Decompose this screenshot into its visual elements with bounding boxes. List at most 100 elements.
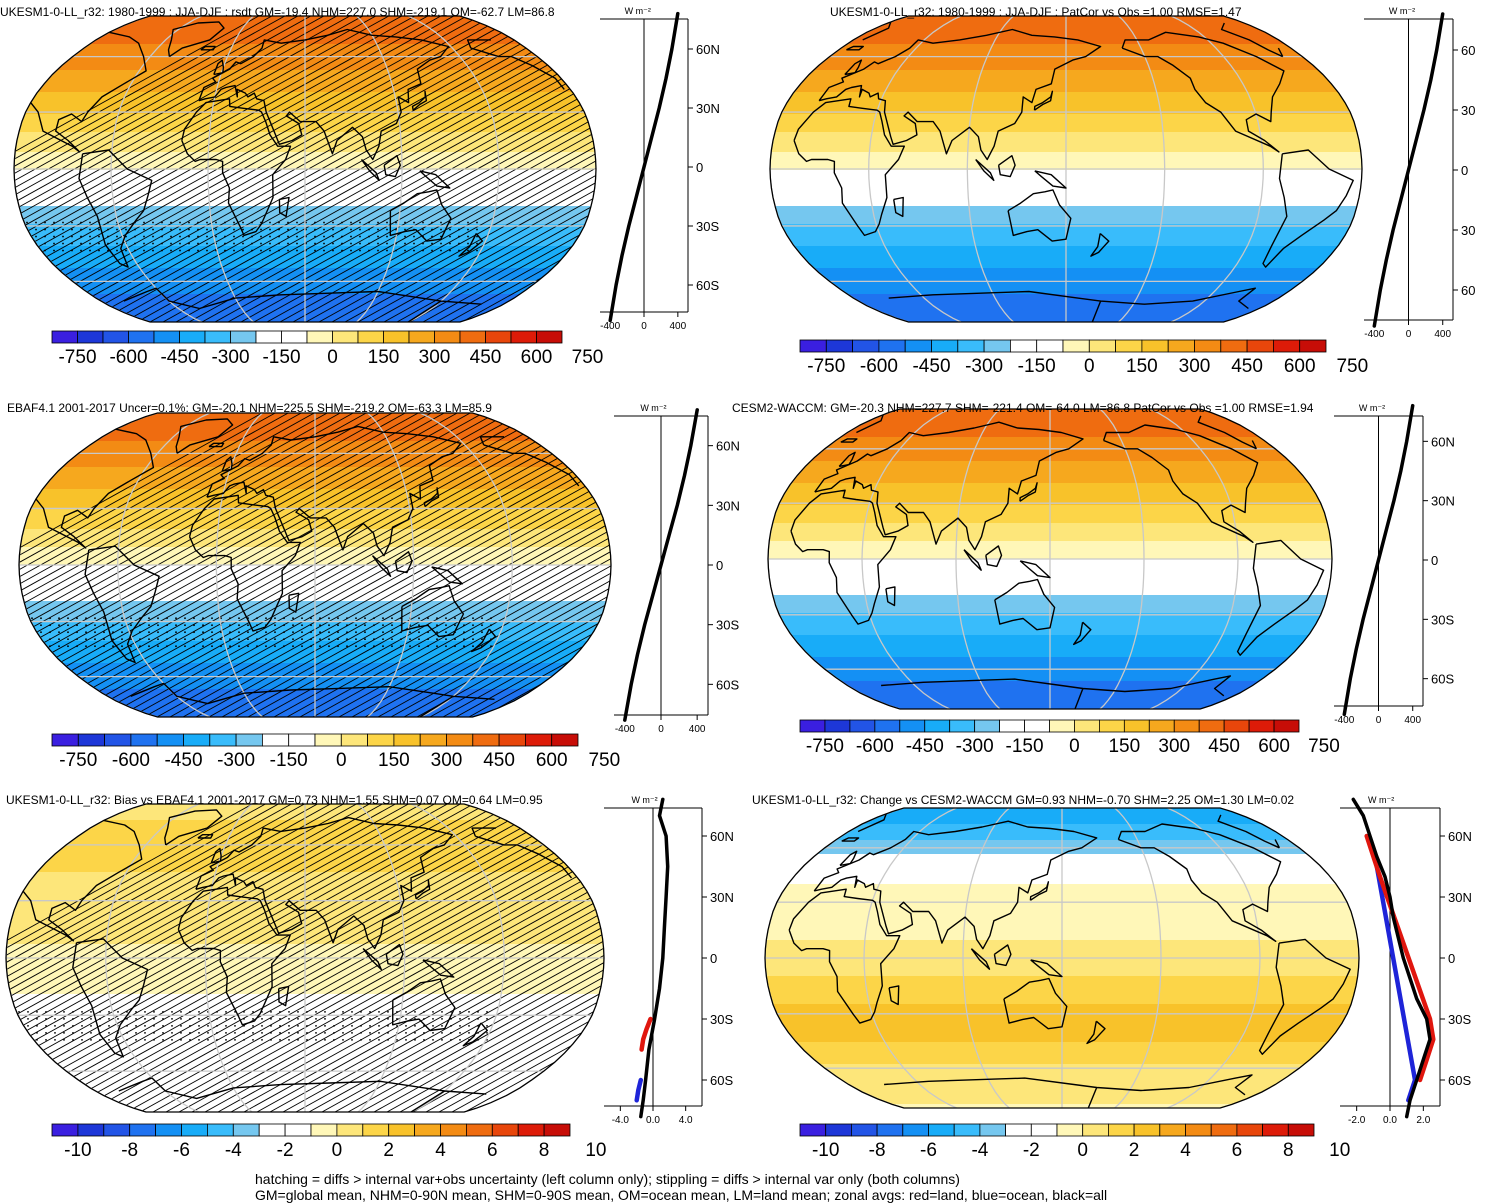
stipple-dot [67, 645, 69, 648]
map-outline [767, 408, 1333, 710]
stipple-dot [440, 221, 442, 224]
stipple-dot [90, 1011, 92, 1013]
colorbar-tick-label: 600 [536, 750, 568, 771]
stipple-dot [324, 1025, 326, 1027]
stipple-dot [26, 242, 28, 245]
stipple-dot [45, 1032, 47, 1034]
coastline-greenland [167, 21, 225, 58]
stipple-dot [301, 631, 303, 634]
stipple-dot [404, 235, 406, 238]
stipple-dot [225, 1039, 227, 1041]
stipple-dot [436, 638, 438, 641]
coastline-borneo [993, 944, 1012, 967]
stipple-dot [265, 638, 267, 641]
stipple-dot [323, 221, 325, 224]
profile-line-all [608, 11, 680, 323]
stipple-dot [252, 1032, 254, 1034]
stipple-dot [148, 624, 150, 627]
stipple-dot [413, 235, 415, 238]
stipple-dot [467, 249, 469, 252]
profile-lat-label: 30N [1448, 890, 1472, 905]
profile-lat-label: 30S [710, 1012, 733, 1027]
profile-line-ocean [634, 1077, 644, 1103]
stipple-dot [350, 221, 352, 224]
stipple-dot [67, 631, 69, 634]
stipple-dot [409, 638, 411, 641]
stipple-dot [98, 249, 100, 252]
colorbar-tick-label: -150 [262, 347, 300, 368]
stipple-dot [67, 624, 69, 627]
profile-lat-label: 30N [710, 890, 734, 905]
colorbar-swatch [899, 719, 926, 733]
stipple-dot [323, 249, 325, 252]
stipple-dot [58, 638, 60, 641]
profile-lat-label: 30S [1448, 1012, 1471, 1027]
hatch-line [338, 413, 611, 717]
stipple-dot [301, 645, 303, 648]
coastline-new-zealand [458, 233, 484, 257]
stipple-dot [261, 1025, 263, 1027]
colorbar-swatch [1246, 339, 1274, 353]
stipple-dot [144, 1025, 146, 1027]
stipple-dot [117, 1011, 119, 1013]
coastline-greenland [164, 809, 223, 846]
stipple-dot [81, 1025, 83, 1027]
stipple-dot [162, 1032, 164, 1034]
stipple-dot [350, 228, 352, 231]
stipple-dot [103, 631, 105, 634]
coastline-japan [1019, 482, 1038, 502]
stipple-dot [81, 1032, 83, 1034]
stipple-dot [206, 249, 208, 252]
stipple-dot [180, 1039, 182, 1041]
coastline-south-america [84, 545, 160, 664]
colorbar-tick-label: -4 [225, 1140, 242, 1161]
stipple-dot [247, 638, 249, 641]
coastline-borneo [394, 551, 413, 574]
colorbar-swatch [974, 719, 1001, 733]
colorbar-swatch [849, 719, 876, 733]
profile-lat-label: 60S [1448, 1073, 1471, 1088]
colorbar-swatch [183, 733, 211, 747]
footer-note-hatching: hatching = diffs > internal var+obs unce… [255, 1171, 960, 1187]
stipple-dot [121, 645, 123, 648]
coastline-greenland [857, 813, 1281, 849]
coastline-australia [389, 189, 452, 242]
colorbar-tick-label: -4 [971, 1140, 988, 1161]
colorbar-tick-label: 600 [1258, 736, 1290, 757]
colorbar-swatch [498, 733, 526, 747]
colorbar-swatch [551, 733, 579, 747]
colorbar-tick-label: 750 [588, 750, 620, 771]
stipple-dot [414, 1032, 416, 1034]
colorbar-tick-label: 0 [1069, 736, 1080, 757]
stipple-dot [125, 221, 127, 224]
stipple-dot [170, 235, 172, 238]
stipple-dot [179, 235, 181, 238]
stipple-dot [351, 1032, 353, 1034]
coastline-great-britain [213, 59, 225, 76]
stipple-dot [486, 1025, 488, 1027]
coastline-madagascar [888, 985, 900, 1006]
colorbar-tick-label: -600 [860, 356, 898, 377]
stipple-dot [292, 624, 294, 627]
stipple-dot [387, 1018, 389, 1020]
stipple-dot [130, 645, 132, 648]
stipple-dot [40, 631, 42, 634]
stipple-dot [197, 242, 199, 245]
stipple-dot [144, 1039, 146, 1041]
stipple-dot [287, 228, 289, 231]
colorbar-swatch [904, 339, 932, 353]
stipple-dot [89, 249, 91, 252]
profile-lat-label: 60S [1431, 672, 1454, 687]
stipple-dot [287, 242, 289, 245]
hatch-line [19, 413, 276, 717]
stipple-dot [89, 221, 91, 224]
stipple-dot [148, 631, 150, 634]
hatch-line [468, 413, 611, 717]
stipple-dot [225, 1018, 227, 1020]
stipple-dot [242, 221, 244, 224]
stipple-dot [225, 1025, 227, 1027]
profile-lat-label: 60S [710, 1073, 733, 1088]
colorbar-swatch [261, 733, 290, 747]
stipple-dot [67, 638, 69, 641]
stipple-dot [27, 1011, 29, 1013]
